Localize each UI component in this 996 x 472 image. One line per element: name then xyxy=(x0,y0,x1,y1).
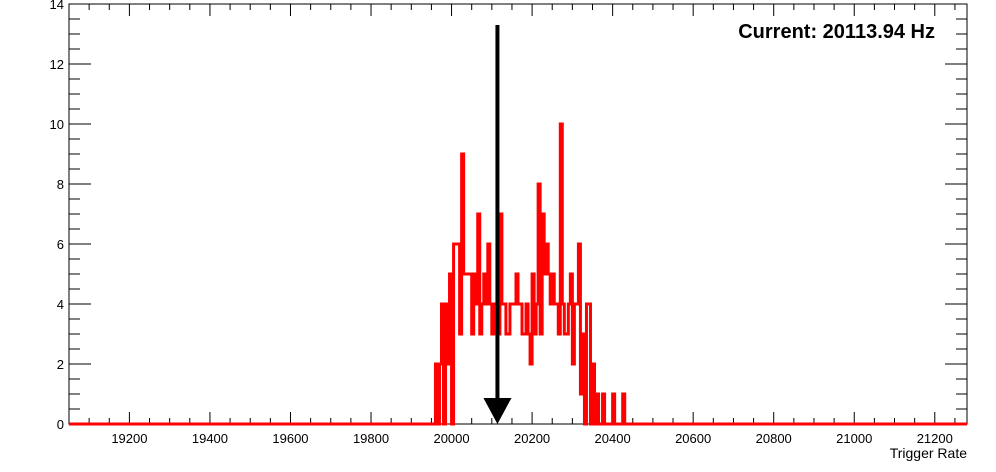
x-tick-label: 19800 xyxy=(353,431,389,446)
plot-frame xyxy=(68,3,968,425)
y-tick-label: 0 xyxy=(57,417,64,432)
y-tick-label: 2 xyxy=(57,357,64,372)
x-tick-label: 19600 xyxy=(272,431,308,446)
x-tick-label: 20200 xyxy=(514,431,550,446)
y-tick-label: 14 xyxy=(50,0,64,12)
current-rate-annotation: Current: 20113.94 Hz xyxy=(738,21,935,43)
y-tick-label: 8 xyxy=(57,177,64,192)
y-tick-label: 4 xyxy=(57,297,64,312)
x-axis-title: Trigger Rate xyxy=(890,445,968,461)
x-tick-label: 19200 xyxy=(111,431,147,446)
x-tick-label: 21200 xyxy=(917,431,953,446)
arrow-head xyxy=(483,398,512,424)
x-tick-label: 20400 xyxy=(595,431,631,446)
x-axis-ticks: 19200 19400 19600 19800 20000 20200 20400 20600… xyxy=(68,4,956,446)
current-rate-arrow xyxy=(483,25,512,424)
x-tick-label: 20000 xyxy=(433,431,469,446)
y-tick-label: 12 xyxy=(50,57,64,72)
x-tick-label: 21000 xyxy=(836,431,872,446)
y-tick-label: 10 xyxy=(50,117,64,132)
y-axis-ticks: 0 2 4 6 8 10 12 14 xyxy=(50,0,967,432)
x-tick-label: 20600 xyxy=(675,431,711,446)
x-tick-label: 19400 xyxy=(192,431,228,446)
y-tick-label: 6 xyxy=(57,237,64,252)
x-tick-label: 20800 xyxy=(756,431,792,446)
histogram-series-line xyxy=(69,122,967,426)
